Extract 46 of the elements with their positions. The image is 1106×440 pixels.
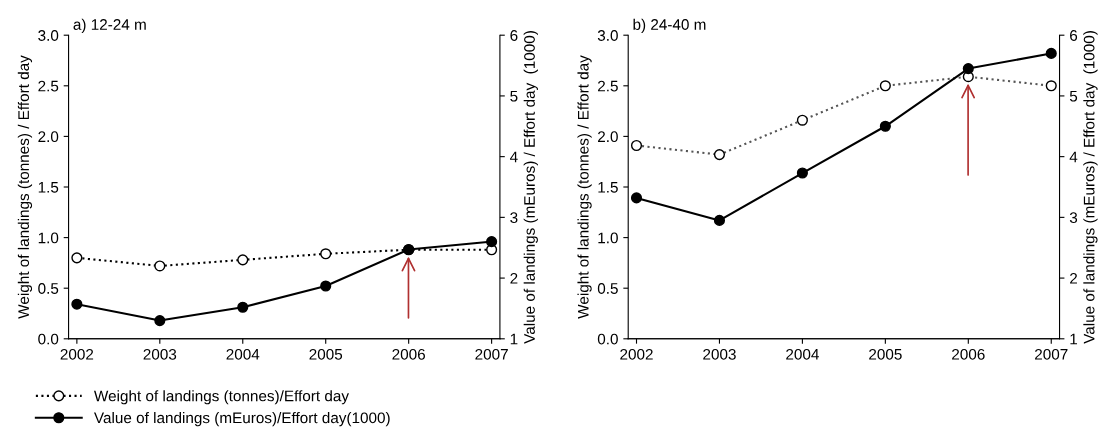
chart-title: a) 12-24 m (73, 18, 146, 33)
y2-tick-label: 2 (510, 272, 518, 284)
x-tick-label: 2006 (952, 348, 985, 360)
y-tick-label: 0.5 (597, 283, 618, 294)
x-tick-label: 2004 (226, 348, 260, 360)
x-tick-label: 2002 (60, 348, 94, 360)
y2-tick-label: 3 (1069, 212, 1078, 224)
y2-tick-label: 3 (510, 212, 518, 224)
x-tick-label: 2003 (143, 348, 177, 360)
y-tick-label: 1.5 (38, 182, 59, 193)
y2-tick-label: 5 (1069, 90, 1078, 102)
y2-tick-label: 4 (1069, 151, 1078, 163)
y-tick-label: 3.0 (597, 30, 618, 41)
y-axis-title: Weight of landings (tonnes) / Effort day (577, 55, 592, 319)
x-tick-label: 2002 (620, 348, 653, 360)
y2-tick-label: 4 (509, 151, 518, 163)
y2-tick-label: 1 (1070, 333, 1078, 345)
y-tick-label: 2.0 (38, 131, 59, 143)
y-tick-label: 2.0 (598, 131, 618, 143)
y-tick-label: 0.0 (38, 333, 59, 345)
x-tick-label: 2003 (703, 348, 736, 360)
y2-tick-label: 1 (510, 333, 518, 345)
chart-title: b) 24-40 m (633, 18, 706, 33)
y2-tick-label: 5 (510, 90, 518, 102)
y2-axis-title: Value of landings (mEuros) / Effort day (1000) (1083, 31, 1098, 344)
legend-label: Value of landings (mEuros)/Effort day(1000) (93, 412, 390, 427)
y-tick-label: 2.5 (38, 80, 59, 92)
x-tick-label: 2005 (309, 348, 343, 360)
legend-label: Weight of landings (tonnes)/Effort day (93, 390, 349, 405)
y-tick-label: 1.0 (598, 232, 618, 244)
y2-tick-label: 6 (1070, 30, 1078, 41)
y-tick-label: 0.5 (38, 283, 59, 294)
x-tick-label: 2005 (869, 348, 902, 360)
y-tick-label: 2.5 (598, 80, 618, 92)
y-tick-label: 3.0 (38, 30, 59, 41)
y-tick-label: 1.0 (38, 232, 59, 244)
y2-axis-title: Value of landings (mEuros) / Effort day (1000) (523, 31, 538, 344)
x-tick-label: 2006 (392, 348, 425, 360)
y-tick-label: 0.0 (597, 333, 618, 345)
x-tick-label: 2007 (1035, 348, 1068, 360)
x-tick-label: 2007 (475, 348, 508, 360)
y2-tick-label: 6 (510, 30, 518, 41)
y2-tick-label: 2 (1070, 272, 1077, 284)
y-axis-title: Weight of landings (tonnes) / Effort day (17, 55, 33, 319)
x-tick-label: 2004 (786, 348, 819, 360)
y-tick-label: 1.5 (598, 182, 618, 193)
